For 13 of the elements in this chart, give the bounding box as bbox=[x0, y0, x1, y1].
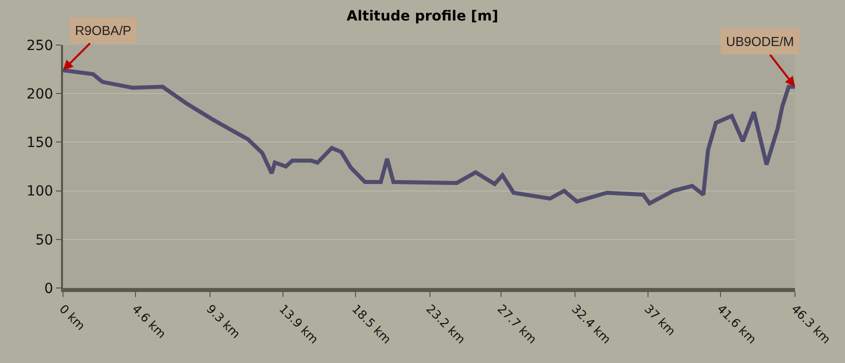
x-tick-label: 4.6 km bbox=[129, 302, 169, 342]
x-tick-label: 37 km bbox=[642, 302, 678, 338]
chart-title: Altitude profile [m] bbox=[346, 8, 498, 25]
y-tick-label: 100 bbox=[26, 184, 54, 200]
annotation: UB9ODE/M bbox=[726, 34, 794, 49]
x-tick-label: 0 km bbox=[56, 302, 88, 334]
annotation: R9OBA/P bbox=[75, 23, 132, 38]
x-tick-label: 9.3 km bbox=[204, 302, 243, 342]
y-tick-label: 250 bbox=[26, 38, 54, 54]
y-tick-label: 200 bbox=[26, 86, 54, 102]
y-tick-label: 0 bbox=[44, 280, 54, 297]
y-tick-label: 150 bbox=[26, 135, 54, 152]
y-tick-label: 50 bbox=[35, 232, 54, 248]
